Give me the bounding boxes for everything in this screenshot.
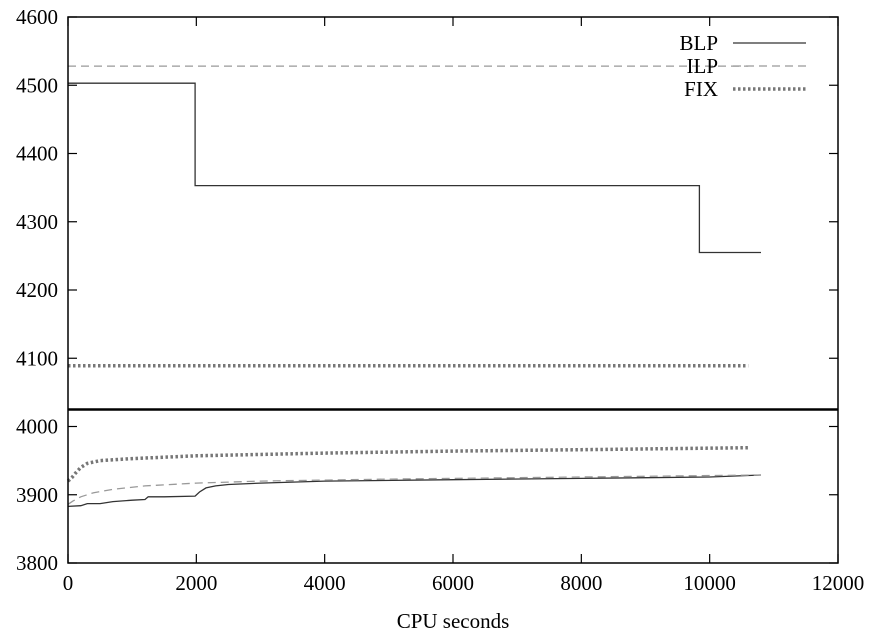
lower-series-dashed-line: [67, 474, 762, 505]
x-axis-label: CPU seconds: [397, 609, 510, 633]
y-tick-label: 4600: [16, 5, 58, 29]
x-tick-label: 10000: [683, 571, 736, 595]
tick-layer: 0 2000 4000 6000 8000 10000 12000 3800 3900 4000 4…: [16, 5, 864, 595]
y-tick-label: 3900: [16, 483, 58, 507]
x-tick-label: 0: [63, 571, 74, 595]
y-tick-label: 4000: [16, 415, 58, 439]
x-tick-label: 6000: [432, 571, 474, 595]
series-blp-line: [68, 82, 761, 254]
y-tick-label: 3800: [16, 551, 58, 575]
x-tick-label: 4000: [304, 571, 346, 595]
y-tick-label: 4500: [16, 73, 58, 97]
legend-label-fix: FIX: [684, 77, 718, 101]
y-tick-label: 4300: [16, 210, 58, 234]
y-tick-label: 4400: [16, 142, 58, 166]
x-tick-label: 12000: [812, 571, 865, 595]
lower-series-dotted-line: [66, 445, 749, 483]
y-tick-label: 4100: [16, 346, 58, 370]
legend-label-blp: BLP: [679, 31, 718, 55]
x-tick-label: 2000: [175, 571, 217, 595]
plot-frame: [67, 16, 839, 564]
y-tick-label: 4200: [16, 278, 58, 302]
axes-layer: [67, 16, 839, 564]
lower-series-solid-line: [67, 474, 762, 508]
x-tick-label: 8000: [560, 571, 602, 595]
legend-label-ilp: ILP: [687, 54, 719, 78]
series-layer: [66, 65, 762, 508]
